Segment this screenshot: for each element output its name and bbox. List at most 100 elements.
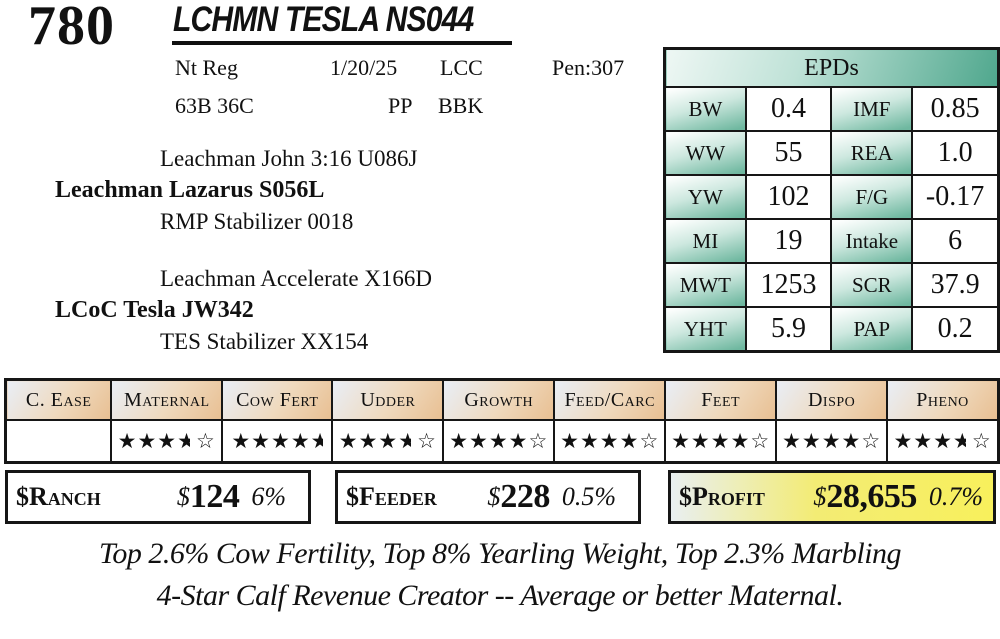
epd-trait-label: SCR (830, 262, 914, 308)
trait-rating-feed-carc: ★★★★☆ (553, 419, 667, 464)
pen-number: Pen:307 (552, 55, 625, 80)
ranch-percent: 6% (251, 482, 286, 511)
pedigree-sire-granddam: RMP Stabilizer 0018 (160, 209, 354, 234)
full-star-icon: ★ (821, 429, 842, 453)
full-star-icon: ★ (913, 429, 934, 453)
epd-trait-value: 37.9 (911, 262, 1000, 308)
empty-star-icon: ☆ (196, 429, 216, 453)
epd-trait-label: REA (830, 130, 914, 176)
color-code: BBK (438, 93, 484, 118)
profit-percent: 0.7% (928, 482, 983, 511)
full-star-icon: ★ (508, 429, 529, 453)
epd-trait-value: 55 (744, 130, 833, 176)
pedigree-sire-grandsire: Leachman John 3:16 U086J (160, 146, 418, 171)
full-star-icon: ★ (599, 429, 620, 453)
trait-header-pheno: Pheno (886, 378, 1000, 421)
feeder-percent: 0.5% (561, 482, 616, 511)
tattoo-id: 63B 36C (175, 93, 254, 118)
dollar-sign: $ (813, 482, 827, 511)
full-star-icon: ★ (358, 429, 379, 453)
pedigree-dam-name: LCoC Tesla JW342 (55, 297, 254, 323)
ranch-amount: 124 (189, 478, 240, 515)
half-star-icon: ★ (953, 429, 966, 453)
epd-trait-label: BW (663, 86, 747, 132)
lot-number: 780 (28, 0, 115, 57)
trait-rating-c-ease (4, 419, 113, 464)
trait-header-udder: Udder (331, 378, 445, 421)
full-star-icon: ★ (117, 429, 138, 453)
feeder-label: $Feeder (346, 482, 437, 511)
epd-trait-label: F/G (830, 174, 914, 220)
full-star-icon: ★ (449, 429, 470, 453)
empty-star-icon: ☆ (971, 429, 992, 453)
profit-label: $Profit (679, 482, 765, 511)
half-star-icon: ★ (177, 429, 190, 453)
full-star-icon: ★ (893, 429, 914, 453)
trait-rating-cow-fert: ★★★★★ (221, 419, 334, 464)
full-star-icon: ★ (619, 429, 640, 453)
full-star-icon: ★ (488, 429, 509, 453)
epd-trait-label: MWT (663, 262, 747, 308)
trait-header-feet: Feet (664, 378, 778, 421)
epd-trait-value: 0.2 (911, 306, 1000, 353)
trait-rating-dispo: ★★★★☆ (775, 419, 889, 464)
full-star-icon: ★ (579, 429, 600, 453)
full-star-icon: ★ (469, 429, 489, 453)
full-star-icon: ★ (137, 429, 158, 453)
full-star-icon: ★ (730, 429, 751, 453)
empty-star-icon: ☆ (639, 429, 660, 453)
full-star-icon: ★ (782, 429, 802, 453)
empty-star-icon: ☆ (861, 429, 882, 453)
full-star-icon: ★ (933, 429, 953, 453)
trait-rating-growth: ★★★★☆ (442, 419, 556, 464)
full-star-icon: ★ (231, 429, 252, 453)
footnote-line1: Top 2.6% Cow Fertility, Top 8% Yearling … (98, 537, 902, 570)
epd-trait-value: 19 (744, 218, 833, 264)
trait-rating-udder: ★★★★☆ (331, 419, 445, 464)
full-star-icon: ★ (690, 429, 711, 453)
epd-table-title: EPDs (663, 47, 1000, 88)
epd-trait-value: 0.4 (744, 86, 833, 132)
epd-trait-value: 1253 (744, 262, 833, 308)
full-star-icon: ★ (671, 429, 691, 453)
animal-name-title: LCHMN TESLA NS044 (173, 0, 474, 39)
trait-header-feed-carc: Feed/Carc (553, 378, 667, 421)
epd-trait-value: -0.17 (911, 174, 1000, 220)
epd-trait-value: 1.0 (911, 130, 1000, 176)
epd-trait-label: YW (663, 174, 747, 220)
trait-header-dispo: Dispo (775, 378, 889, 421)
empty-star-icon: ☆ (417, 429, 437, 453)
trait-rating-pheno: ★★★★☆ (886, 419, 1000, 464)
trait-rating-feet: ★★★★☆ (664, 419, 778, 464)
epd-trait-label: MI (663, 218, 747, 264)
full-star-icon: ★ (290, 429, 311, 453)
trait-header-c-ease: C. Ease (4, 378, 113, 421)
epd-trait-value: 102 (744, 174, 833, 220)
epd-table: EPDs BW 0.4 IMF 0.85 WW 55 REA 1.0 YW 102 F/G -0.17… (663, 47, 1000, 353)
ranch-label: $Ranch (16, 482, 101, 511)
half-star-icon: ★ (398, 429, 411, 453)
full-star-icon: ★ (710, 429, 731, 453)
trait-rating-maternal: ★★★★☆ (110, 419, 224, 464)
breeder-code: LCC (440, 55, 483, 80)
trait-star-table: C. Ease Maternal Cow Fert Udder Growth Feed/C… (4, 378, 1000, 464)
profit-amount: 28,655 (826, 478, 917, 515)
epd-trait-label: Intake (830, 218, 914, 264)
birth-date: 1/20/25 (330, 55, 398, 80)
full-star-icon: ★ (251, 429, 271, 453)
dollar-sign: $ (487, 482, 501, 511)
full-star-icon: ★ (801, 429, 822, 453)
full-star-icon: ★ (271, 429, 291, 453)
ranch-value-box: $Ranch $ 124 6% (5, 470, 311, 524)
epd-trait-value: 5.9 (744, 306, 833, 353)
trait-header-maternal: Maternal (110, 378, 224, 421)
pedigree-dam-granddam: TES Stabilizer XX154 (160, 329, 369, 354)
pedigree-dam-grandsire: Leachman Accelerate X166D (160, 266, 433, 291)
empty-star-icon: ☆ (528, 429, 549, 453)
pedigree-sire-name: Leachman Lazarus S056L (55, 177, 325, 203)
half-star-icon: ★ (311, 429, 324, 453)
profit-value-box: $Profit $ 28,655 0.7% (668, 470, 996, 524)
epd-trait-label: IMF (830, 86, 914, 132)
trait-header-cow-fert: Cow Fert (221, 378, 334, 421)
